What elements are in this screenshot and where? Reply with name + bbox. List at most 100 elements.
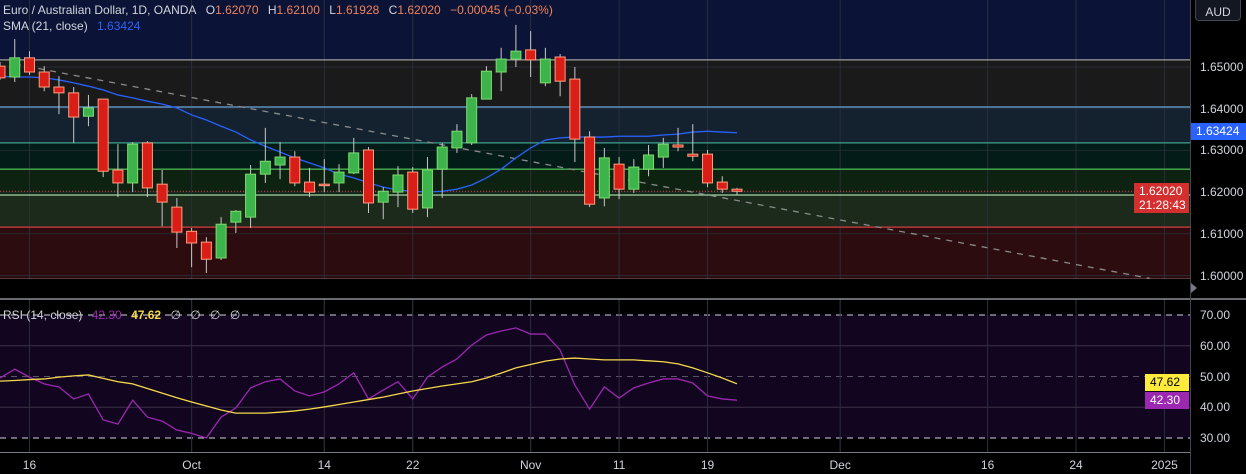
- candle: [539, 47, 551, 87]
- time-tick-label: 22: [406, 458, 420, 472]
- candle-body: [392, 174, 404, 193]
- candle: [554, 54, 566, 97]
- candle-body: [716, 181, 728, 190]
- candle-body: [687, 153, 699, 157]
- sma-value: 1.63424: [97, 19, 141, 33]
- rsi-ma-badge: 47.62: [1145, 374, 1189, 391]
- trendline: [14, 63, 1150, 280]
- candle: [687, 124, 699, 162]
- candle-body: [156, 183, 168, 203]
- candle-body: [539, 58, 551, 84]
- candle: [318, 159, 330, 193]
- rsi-legend[interactable]: RSI (14, close) 42.30 47.62 ∅ ∅ ∅ ∅: [3, 308, 246, 322]
- candle-body: [333, 171, 345, 184]
- candle-body: [643, 154, 655, 170]
- candle: [657, 137, 669, 168]
- candle-body: [613, 163, 625, 190]
- candle-body: [510, 50, 522, 60]
- rsi-tick-label: 40.00: [1200, 400, 1231, 415]
- candle: [304, 167, 316, 198]
- candle-body: [525, 49, 537, 61]
- candle-body: [363, 149, 374, 204]
- candle: [598, 147, 610, 207]
- candle-body: [554, 56, 566, 82]
- candle: [363, 147, 374, 213]
- close-value: 1.62020: [397, 3, 441, 17]
- candle-body: [702, 153, 714, 184]
- candle-body: [112, 169, 124, 184]
- candle-body: [171, 206, 183, 233]
- candle: [0, 61, 6, 80]
- candle: [377, 187, 389, 220]
- high-label: H: [267, 3, 277, 17]
- rsi-label: RSI (14, close): [3, 308, 83, 322]
- candle: [112, 144, 124, 198]
- candle: [392, 166, 404, 208]
- candle-body: [436, 146, 448, 170]
- rsi-tick-label: 60.00: [1200, 338, 1231, 353]
- rsi-value: 42.30: [91, 308, 122, 322]
- candle: [53, 76, 65, 115]
- sma-price-badge: 1.63424: [1191, 123, 1246, 140]
- time-tick-label: 24: [1069, 458, 1083, 472]
- time-tick-label: Dec: [829, 458, 851, 472]
- candle: [702, 149, 714, 188]
- candle: [407, 167, 419, 213]
- time-tick-label: 11: [612, 458, 626, 472]
- rsi-extra: ∅: [210, 308, 221, 322]
- candle-body: [304, 181, 316, 193]
- candle-body: [377, 190, 389, 203]
- candle-body: [584, 136, 596, 205]
- time-tick-label: 19: [700, 458, 715, 472]
- candle: [466, 94, 478, 145]
- price-tick-label: 1.62000: [1200, 185, 1244, 200]
- zone-fill: [0, 59, 1190, 108]
- currency-button[interactable]: AUD: [1195, 0, 1241, 21]
- candle: [510, 24, 522, 67]
- sma-label: SMA (21, close): [3, 19, 88, 33]
- candle-body: [9, 57, 21, 78]
- candle-body: [495, 58, 507, 73]
- candle-body: [657, 143, 669, 158]
- candle-body: [407, 171, 419, 210]
- time-tick-label: 2025: [1151, 458, 1178, 472]
- price-tick-label: 1.64000: [1200, 101, 1244, 116]
- rsi-tick-label: 50.00: [1200, 369, 1231, 384]
- candle: [628, 159, 640, 193]
- sma-legend[interactable]: SMA (21, close) 1.63424: [3, 19, 146, 33]
- candle-body: [598, 157, 610, 199]
- scroll-arrow-icon: [1191, 283, 1197, 293]
- candle-body: [38, 71, 50, 88]
- change-value: −0.00045 (−0.03%): [450, 3, 553, 17]
- price-tick-label: 1.65000: [1200, 60, 1244, 74]
- candle: [643, 144, 655, 177]
- candle: [23, 51, 35, 75]
- candle: [171, 197, 183, 248]
- rsi-tick-label: 70.00: [1200, 308, 1231, 322]
- candle: [584, 131, 596, 208]
- symbol-title: Euro / Australian Dollar, 1D, OANDA: [3, 3, 197, 17]
- candle-body: [186, 230, 198, 244]
- candle-body: [480, 70, 492, 100]
- candle-body: [97, 98, 109, 172]
- candle: [9, 39, 21, 83]
- candle-body: [200, 241, 212, 260]
- rsi-extra: ∅: [229, 308, 241, 322]
- candle: [259, 127, 271, 183]
- candle: [731, 187, 743, 196]
- rsi-ma-line: [0, 357, 738, 414]
- rsi-badge: 42.30: [1145, 392, 1189, 409]
- candle-body: [628, 166, 640, 190]
- candle: [141, 141, 153, 198]
- time-tick-label: 16: [22, 458, 37, 472]
- candle-body: [230, 210, 242, 223]
- candle: [436, 142, 448, 198]
- candle: [200, 237, 212, 273]
- candle: [451, 124, 463, 153]
- candle: [672, 127, 684, 152]
- close-label: C: [388, 3, 398, 17]
- rsi-extra: ∅: [170, 308, 181, 322]
- candle: [421, 157, 433, 218]
- candle: [613, 157, 625, 200]
